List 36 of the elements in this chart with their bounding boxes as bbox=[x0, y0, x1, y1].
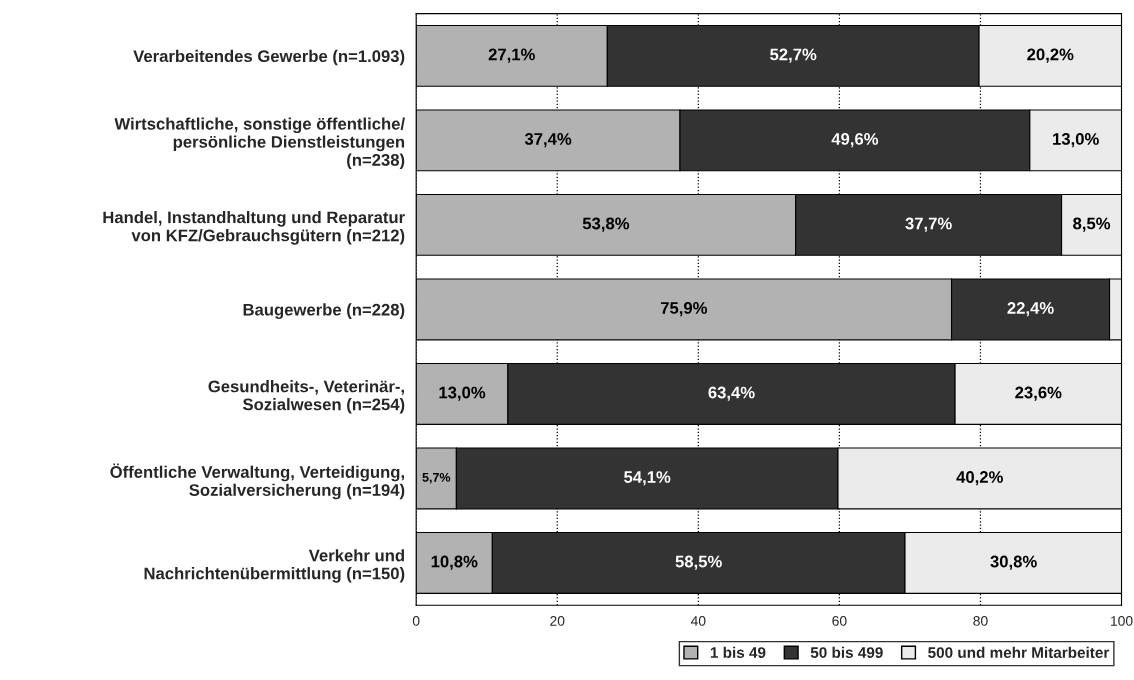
data-label: 22,4% bbox=[1007, 302, 1054, 317]
data-label: 40,2% bbox=[956, 471, 1003, 486]
y-tick-label: Baugewerbe (n=228) bbox=[243, 303, 405, 319]
x-tick-label: 100 bbox=[1111, 615, 1133, 626]
legend-label: 50 bis 499 bbox=[810, 646, 883, 658]
data-label: 13,0% bbox=[439, 386, 486, 401]
data-label: 8,5% bbox=[1073, 217, 1111, 232]
data-label: 23,6% bbox=[1015, 386, 1062, 401]
data-label: 58,5% bbox=[675, 555, 722, 570]
y-tick-label: Verkehr und Nachrichtenübermittlung (n=150) bbox=[144, 549, 405, 583]
data-label: 27,1% bbox=[488, 48, 535, 63]
legend-label: 1 bis 49 bbox=[710, 646, 766, 658]
data-label: 13,0% bbox=[1053, 133, 1099, 148]
legend-label: 500 und mehr Mitarbeiter bbox=[928, 646, 1110, 658]
data-label: 37,7% bbox=[905, 217, 952, 232]
data-label: 49,6% bbox=[831, 133, 879, 148]
data-label: 53,8% bbox=[582, 217, 630, 232]
x-tick-label: 20 bbox=[550, 615, 565, 626]
y-tick-label: Gesundheits-, Veterinär-, Sozialwesen (n=254) bbox=[208, 380, 405, 414]
data-label: 54,1% bbox=[624, 471, 671, 486]
data-label: 75,9% bbox=[660, 302, 708, 317]
x-tick-label: 80 bbox=[973, 615, 988, 626]
x-tick-label: 60 bbox=[832, 615, 847, 626]
data-label: 37,4% bbox=[524, 133, 572, 148]
x-tick-label: 40 bbox=[690, 615, 706, 626]
data-label: 63,4% bbox=[708, 386, 755, 401]
x-tick-label: 0 bbox=[412, 615, 420, 626]
y-tick-label: Öffentliche Verwaltung, Verteidigung, Sozialversicherung (n=194) bbox=[110, 463, 405, 500]
data-label: 30,8% bbox=[990, 555, 1037, 570]
data-label: 10,8% bbox=[431, 555, 478, 570]
y-tick-label: Handel, Instandhaltung und Reparatur von KFZ/Gebrauchsgütern (n=212) bbox=[103, 211, 405, 245]
data-label: 5,7% bbox=[422, 472, 451, 484]
y-tick-label: Wirtschaftliche, sonstige öffentliche/ persönliche Dienstleistungen (n=238) bbox=[114, 117, 405, 170]
data-label: 52,7% bbox=[770, 48, 817, 63]
data-label: 20,2% bbox=[1027, 48, 1074, 63]
y-tick-label: Verarbeitendes Gewerbe (n=1.093) bbox=[133, 49, 405, 66]
